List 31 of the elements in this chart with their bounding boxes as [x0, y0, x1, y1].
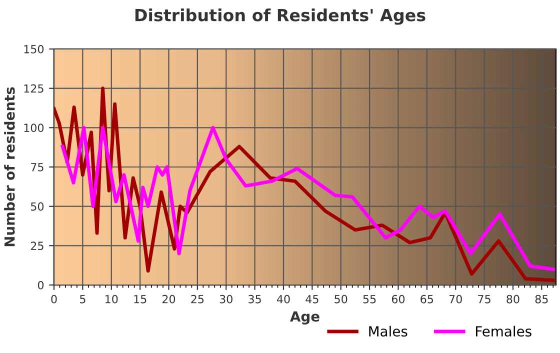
x-tick-label: 30 — [220, 294, 232, 304]
x-tick-label: 0 — [51, 294, 57, 304]
x-tick-label: 85 — [535, 294, 548, 304]
x-tick-label: 15 — [134, 295, 146, 304]
x-tick-label: 35 — [248, 294, 261, 304]
x-tick-label: 10 — [106, 294, 118, 304]
y-axis-title: Number of residents — [4, 87, 15, 246]
x-tick-label: 20 — [162, 294, 176, 304]
y-tick-label: 150 — [24, 44, 44, 54]
x-tick-label: 40 — [276, 294, 290, 304]
x-tick-label: 75 — [478, 295, 490, 304]
line-series — [60, 126, 555, 271]
y-tick-label: 50 — [30, 202, 44, 211]
x-tick-label: 60 — [392, 294, 405, 304]
x-tick-label: 5 — [80, 295, 86, 304]
chart-title: Distribution of Residents' Ages — [135, 8, 426, 25]
y-tick-label: 25 — [30, 242, 44, 250]
x-tick-label: 80 — [506, 294, 520, 304]
legend-label: Females — [476, 326, 532, 337]
y-tick-label: 75 — [31, 163, 44, 172]
x-tick-label: 70 — [449, 294, 462, 304]
y-tick-label: 100 — [24, 124, 44, 132]
x-tick-label: 50 — [334, 294, 348, 304]
y-tick-label: 0 — [38, 280, 44, 290]
y-tick-label: 125 — [24, 84, 44, 93]
x-tick-label: 45 — [306, 295, 318, 304]
x-tick-label: 65 — [420, 294, 434, 304]
x-axis-title: Age — [290, 311, 320, 324]
x-tick-label: 25 — [191, 294, 204, 304]
x-tick-label: 55 — [363, 295, 376, 304]
legend-label: Males — [369, 326, 408, 337]
